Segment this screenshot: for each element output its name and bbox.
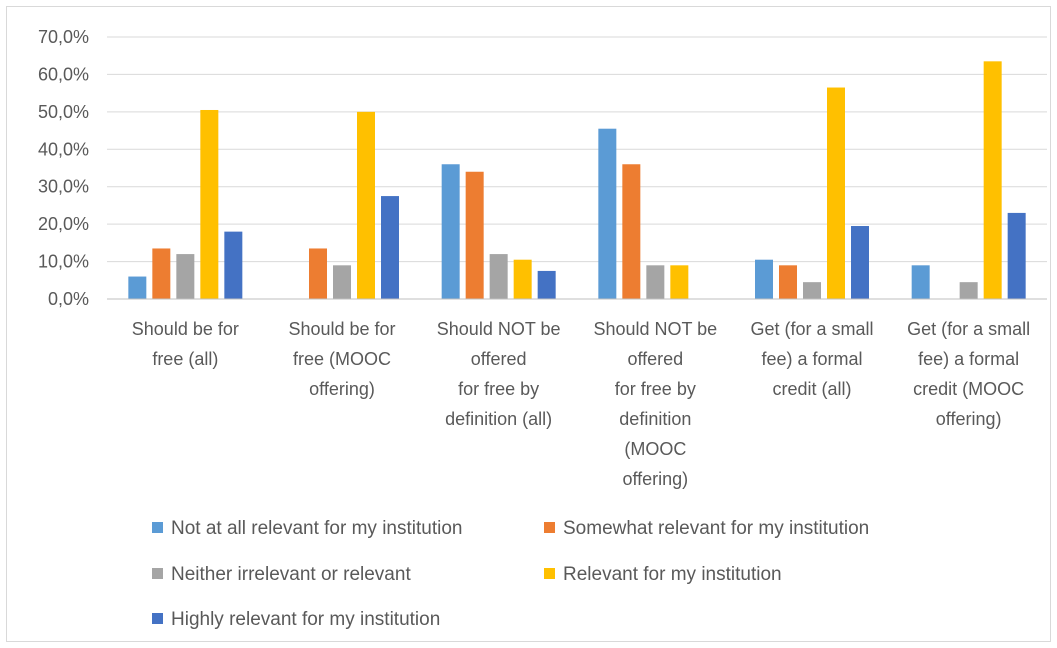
bar <box>128 276 147 299</box>
legend-swatch <box>152 568 163 579</box>
y-tick-label: 10,0% <box>38 252 89 272</box>
bar <box>309 248 327 299</box>
bar <box>622 164 641 299</box>
bar <box>224 231 243 299</box>
bar <box>646 265 665 299</box>
y-tick-label: 40,0% <box>38 139 89 159</box>
category-labels: Should be for free (all) Should be for free… <box>132 319 1030 489</box>
y-tick-label: 50,0% <box>38 102 89 122</box>
bar <box>670 265 689 299</box>
bar <box>176 254 195 299</box>
legend-entry: Highly relevant for my institution <box>171 609 440 630</box>
category-label: Should be for free (MOOC offering) <box>288 319 395 399</box>
bar <box>513 259 532 299</box>
legend-swatch <box>152 613 163 624</box>
bar <box>465 171 484 299</box>
bar <box>1007 212 1026 299</box>
legend-entry: Neither irrelevant or relevant <box>171 564 411 585</box>
legend-entry: Not at all relevant for my institution <box>171 518 462 539</box>
bar <box>911 265 930 299</box>
y-tick-label: 0,0% <box>48 289 89 309</box>
bar <box>381 196 399 299</box>
bar <box>983 61 1002 300</box>
legend: Not at all relevant for my institution So… <box>152 518 869 630</box>
bar <box>489 254 508 299</box>
y-tick-label: 70,0% <box>38 27 89 47</box>
y-tick-label: 20,0% <box>38 214 89 234</box>
bar <box>357 111 375 299</box>
bar <box>441 164 460 299</box>
category-label: Get (for a small fee) a formal credit (MOO… <box>907 319 1030 429</box>
bar <box>598 128 617 299</box>
bar-chart: 0,0%10,0%20,0%30,0%40,0%50,0%60,0%70,0% … <box>38 27 1047 630</box>
bar <box>333 265 351 299</box>
bar <box>779 265 797 299</box>
bar <box>803 282 821 299</box>
category-label: Get (for a small fee) a formal credit (all… <box>750 319 873 399</box>
y-tick-label: 60,0% <box>38 64 89 84</box>
category-label: Should NOT be offered for free by definitio… <box>593 319 717 489</box>
bar <box>152 248 171 299</box>
bars <box>128 61 1026 300</box>
bar <box>827 87 845 300</box>
y-tick-label: 30,0% <box>38 177 89 197</box>
y-axis-tick-labels: 0,0% 10,0% 20,0% 30,0% 40,0% 50,0% 60,0% 70,0% <box>38 27 89 309</box>
bar <box>537 270 556 299</box>
chart-frame: 0,0% 10,0% 20,0% 30,0% 40,0% 50,0% 60,0% 70,0% … <box>6 6 1051 642</box>
legend-swatch <box>544 522 555 533</box>
gridlines <box>107 36 1047 263</box>
legend-swatch <box>152 522 163 533</box>
category-label: Should NOT be offered for free by definitio… <box>437 319 561 429</box>
legend-entry: Somewhat relevant for my institution <box>563 518 869 539</box>
legend-swatch <box>544 568 555 579</box>
bar <box>851 226 869 299</box>
bar <box>200 109 219 299</box>
category-label: Should be for free (all) <box>132 319 239 369</box>
legend-entry: Relevant for my institution <box>563 564 782 585</box>
bar <box>959 282 978 299</box>
bar <box>755 259 773 299</box>
